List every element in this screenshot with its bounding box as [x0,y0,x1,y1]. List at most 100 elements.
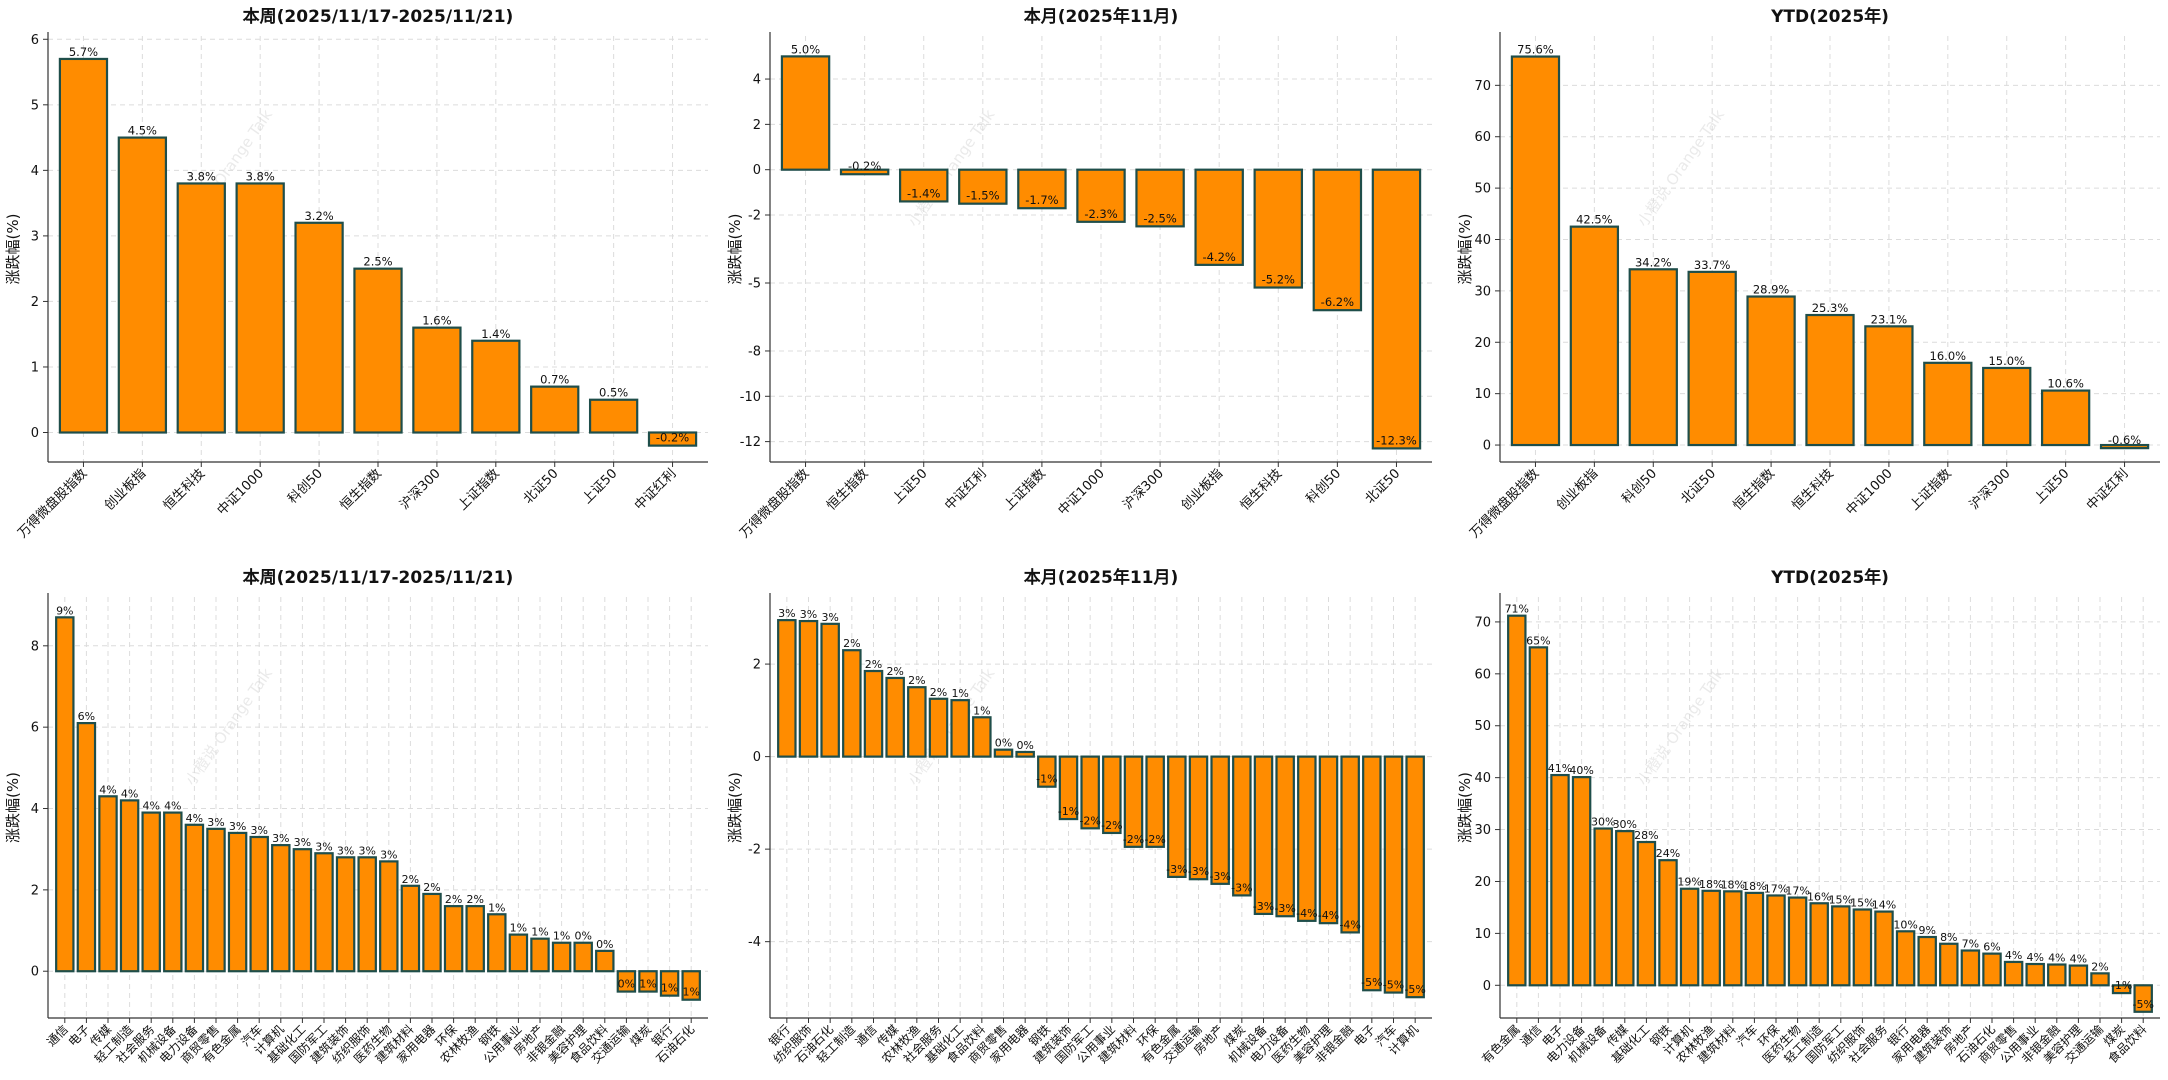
data-label: 3% [229,820,246,833]
y-axis-label: 涨跌幅(%) [1456,772,1474,843]
bar [842,649,862,758]
x-tick-label: 中证1000 [1055,466,1107,518]
y-ticks: 0 10 20 30 40 50 60 70 [1474,615,1500,994]
data-label: 16% [1807,890,1831,903]
data-label: 1% [661,982,678,995]
y-tick-label: 10 [1474,927,1491,942]
y-tick-label: 30 [1474,823,1491,838]
bar [958,168,1008,205]
bar [1340,755,1360,934]
y-tick-label: 2 [31,883,39,898]
data-label: -3% [1274,902,1295,915]
data-label: -0.6% [2108,433,2141,447]
data-label: 1% [639,978,656,991]
data-label: 18% [1699,878,1723,891]
data-label: 71% [1505,603,1529,616]
bar [2133,984,2153,1013]
data-label: 2% [2091,960,2108,973]
y-tick-label: 2 [31,295,39,310]
data-label: -4% [1318,909,1339,922]
data-label: 25.3% [1812,301,1849,315]
x-tick-label: 恒生指数 [824,466,871,513]
data-label: 2% [886,665,903,678]
bar [2040,389,2091,447]
data-label: -2% [1079,814,1100,827]
data-label: -5.2% [1262,273,1295,287]
data-label: 3.8% [187,169,216,183]
bar [249,835,269,973]
bar [1371,168,1422,450]
bar [777,619,797,758]
bar [659,970,680,997]
data-label: 1% [531,926,548,939]
bars [58,57,698,447]
bar [1362,755,1382,992]
data-label: 3% [821,611,838,624]
x-tick-label: 科创50 [285,466,326,507]
y-ticks: 4 2 0 -2 -5 -8 -10 -12 [740,73,770,450]
bar [1809,902,1829,987]
y-axis-label: 涨跌幅(%) [1456,214,1474,285]
bar [1405,755,1425,999]
bar [1636,840,1657,987]
bar [314,852,334,973]
bar [1687,270,1737,447]
x-tick-label: 电子 [1351,1022,1378,1049]
x-tick-label: 创业板指 [1554,466,1601,513]
bar [412,326,462,434]
y-tick-label: -2 [748,843,761,858]
bar [292,848,313,973]
data-label: 1% [682,986,699,999]
watermark: 小橙说 Orange Talk [182,665,276,789]
bar [573,941,593,973]
bar [1017,168,1067,210]
x-tick-label: 沪深300 [1966,466,2013,513]
bar [839,168,890,176]
data-label: 40% [1569,764,1593,777]
data-labels: 5.0% -0.2% -1.4% -1.5% -1.7% -2.3% -2.5% -4.2% -… [791,42,1417,447]
chart-panel-industry-week: 小橙说 Orange Talk 9% 6% 4% 4% 4% 4% 4% 3% 3% 3% 3% 3% 3… [4,567,708,1066]
bar [58,57,109,434]
x-tick-label: 恒生指数 [337,466,384,513]
bar [1874,910,1894,987]
data-label: -1.4% [907,186,940,200]
data-label: 2% [865,658,882,671]
bar [863,669,884,758]
data-label: 15% [1850,897,1874,910]
bar [928,697,949,758]
bar [588,398,639,434]
bar [76,721,97,973]
bar [820,622,840,758]
bar [119,799,140,973]
y-tick-label: 60 [1474,667,1491,682]
x-ticks: 万得微盘股指数 恒生指数 上证50 中证红利 上证指数 中证1000 沪深300 创业板指 恒生… [737,462,1403,541]
bar [907,686,927,758]
bar [353,267,403,434]
x-tick-label: 万得微盘股指数 [15,466,91,542]
bar [1318,755,1339,925]
data-labels: 71%65%41%40%30%30%28%24%19%18%18%18%17%1… [1505,603,2154,1011]
data-label: 30% [1591,816,1615,829]
data-label: -1.7% [1025,193,1058,207]
y-tick-label: 3 [31,229,39,244]
y-tick-label: 30 [1474,284,1491,299]
bar [1194,168,1244,266]
data-label: 4% [142,800,159,813]
y-tick-label: 40 [1474,771,1491,786]
data-label: 1% [510,922,527,935]
bar [2025,962,2045,987]
bar [117,136,168,434]
data-label: -3% [1188,865,1209,878]
data-label: -4% [1296,907,1317,920]
bar [1593,827,1613,987]
data-label: 18% [1721,878,1745,891]
bar [1528,646,1549,987]
data-label: 2% [466,893,483,906]
bar [1569,225,1620,447]
x-tick-label: 恒生指数 [1731,466,1778,513]
y-tick-label: 6 [31,721,39,736]
y-axis-label: 涨跌幅(%) [4,214,22,285]
x-tick-label: 上证指数 [1001,466,1048,513]
data-label: 0% [1016,739,1033,752]
